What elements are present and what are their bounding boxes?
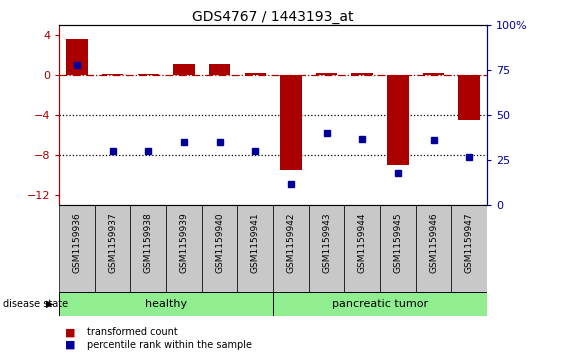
Bar [280,75,302,170]
Text: ▶: ▶ [46,299,53,309]
Text: ■: ■ [65,327,75,337]
Text: GSM1159945: GSM1159945 [394,212,403,273]
Bar [202,205,238,292]
Bar [309,205,345,292]
Bar [351,73,373,75]
Text: GSM1159936: GSM1159936 [73,212,82,273]
Bar [102,74,123,75]
Bar [273,292,487,316]
Text: GSM1159939: GSM1159939 [180,212,189,273]
Text: GSM1159943: GSM1159943 [322,212,331,273]
Bar [458,75,480,120]
Bar [452,205,487,292]
Text: healthy: healthy [145,299,187,309]
Title: GDS4767 / 1443193_at: GDS4767 / 1443193_at [193,11,354,24]
Bar [380,205,415,292]
Bar [244,73,266,75]
Bar [345,205,380,292]
Bar [95,205,131,292]
Bar [423,73,444,75]
Bar [59,292,273,316]
Text: transformed count: transformed count [87,327,178,337]
Bar [137,74,159,75]
Text: ■: ■ [65,340,75,350]
Text: percentile rank within the sample: percentile rank within the sample [87,340,252,350]
Text: disease state: disease state [3,299,68,309]
Bar [59,205,95,292]
Bar [387,75,409,165]
Bar [209,64,230,75]
Bar [316,73,337,75]
Text: GSM1159946: GSM1159946 [429,212,438,273]
Text: GSM1159937: GSM1159937 [108,212,117,273]
Bar [131,205,166,292]
Bar [273,205,309,292]
Bar [66,39,88,75]
Bar [173,64,195,75]
Text: GSM1159940: GSM1159940 [215,212,224,273]
Text: GSM1159947: GSM1159947 [464,212,473,273]
Bar [166,205,202,292]
Text: GSM1159941: GSM1159941 [251,212,260,273]
Text: GSM1159944: GSM1159944 [358,212,367,273]
Text: GSM1159942: GSM1159942 [287,212,296,273]
Text: GSM1159938: GSM1159938 [144,212,153,273]
Bar [415,205,452,292]
Text: pancreatic tumor: pancreatic tumor [332,299,428,309]
Bar [238,205,273,292]
